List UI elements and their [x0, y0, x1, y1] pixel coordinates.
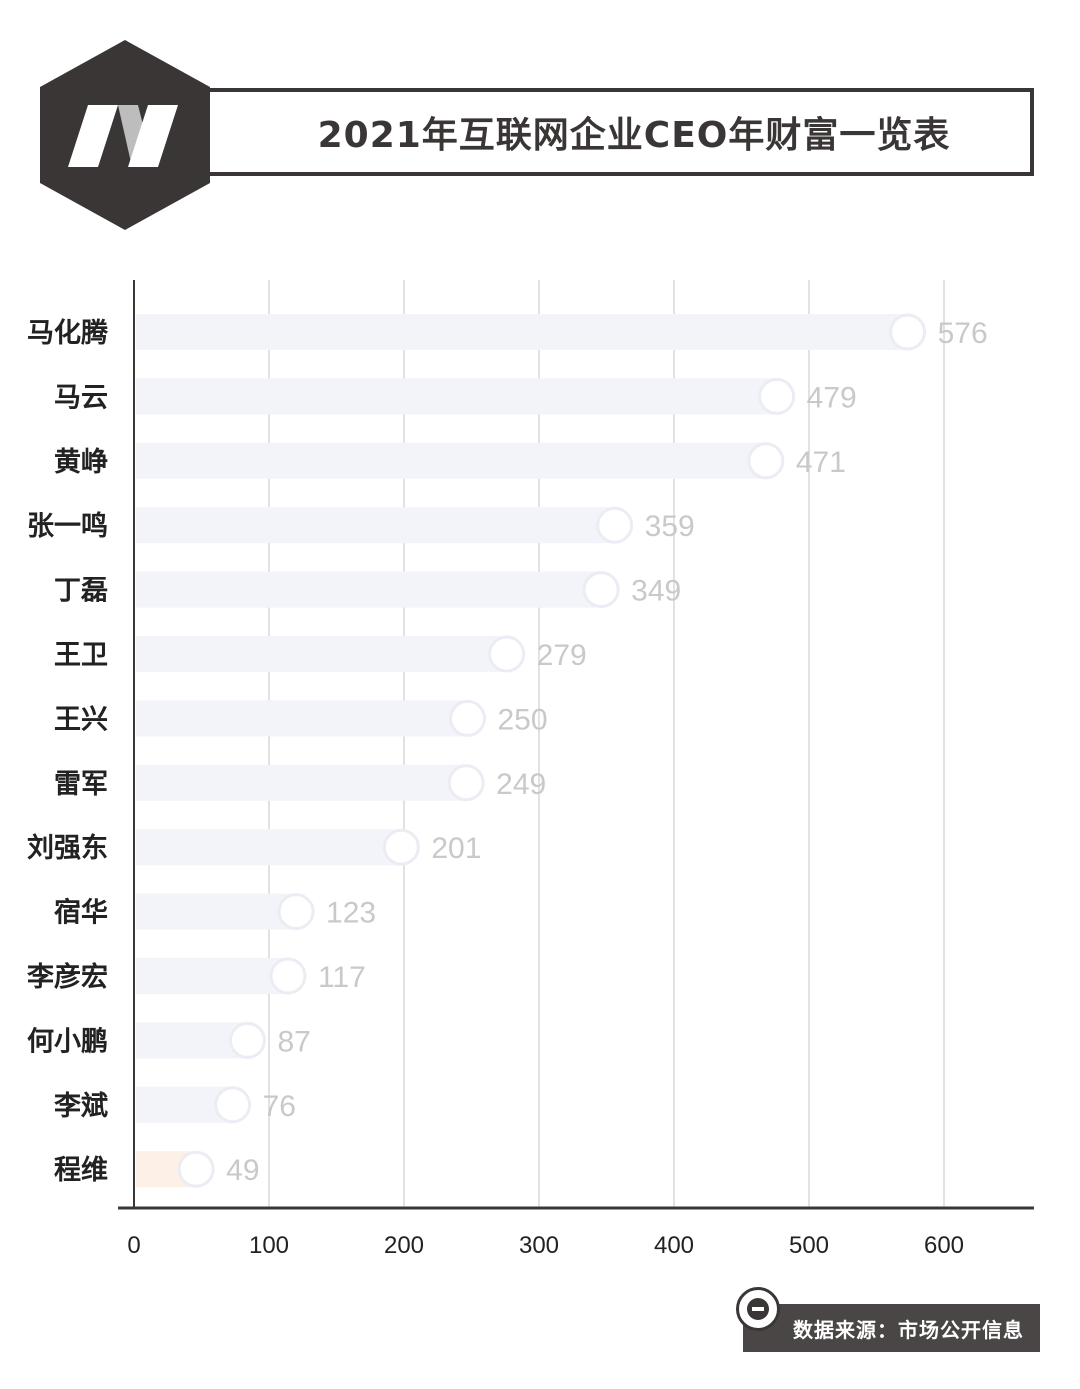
data-label: 349: [631, 575, 681, 608]
bar: [136, 764, 471, 801]
category-label: 张一鸣: [27, 511, 108, 542]
bar: [136, 507, 619, 544]
bar: [136, 636, 511, 672]
bar-end-marker: [382, 828, 420, 866]
bar: [136, 442, 770, 479]
x-tick-label: 400: [654, 1232, 694, 1259]
bar-end-marker: [177, 1150, 215, 1188]
logo-mark-right: [128, 105, 178, 167]
data-label: 123: [326, 897, 376, 930]
x-tick-label: 500: [789, 1232, 829, 1259]
data-label: 76: [263, 1090, 296, 1123]
x-tick-label: 600: [924, 1232, 964, 1259]
header: 2021年互联网企业CEO年财富一览表: [0, 0, 1080, 240]
grid-layer: [268, 280, 945, 1208]
bar-end-marker: [596, 506, 634, 544]
source-text: 数据来源：市场公开信息: [793, 1317, 1024, 1342]
category-label: 黄峥: [54, 447, 108, 478]
logo-icon: [40, 40, 210, 230]
bar: [136, 958, 292, 994]
bar: [136, 829, 406, 866]
category-label: 何小鹏: [27, 1026, 108, 1057]
logo-mark-left: [68, 105, 118, 167]
data-label: 49: [226, 1154, 259, 1187]
data-label: 117: [318, 961, 366, 994]
minus-circle-icon: [736, 1287, 780, 1331]
bar-end-marker: [488, 635, 526, 673]
page-title: 2021年互联网企业CEO年财富一览表: [317, 115, 951, 156]
category-label: 程维: [54, 1155, 108, 1186]
category-label: 雷军: [54, 769, 108, 800]
bar: [136, 314, 912, 350]
x-tick-label: 200: [384, 1232, 424, 1259]
bar-end-marker: [269, 957, 307, 995]
category-label: 李斌: [53, 1091, 108, 1122]
bar: [136, 700, 472, 737]
bar: [136, 893, 301, 930]
title-box: 2021年互联网企业CEO年财富一览表: [198, 88, 1034, 176]
minus-circle-icon-inner: [747, 1298, 769, 1320]
bar-end-marker: [758, 377, 796, 415]
axis-layer: 0 100 200 300 400 500 600: [118, 280, 1034, 1259]
data-label: 249: [496, 768, 546, 801]
x-tick-label: 0: [127, 1232, 140, 1259]
source-badge: 数据来源：市场公开信息: [743, 1304, 1040, 1352]
data-label: 87: [277, 1025, 310, 1058]
data-label: 279: [537, 639, 587, 672]
bar-end-marker: [447, 764, 485, 802]
x-tick-label: 100: [249, 1232, 289, 1259]
category-label: 宿华: [54, 897, 108, 929]
bar-end-marker: [277, 893, 315, 931]
category-label: 王兴: [54, 704, 108, 735]
bar-end-marker: [747, 442, 785, 480]
data-label: 576: [938, 317, 988, 350]
bar: [136, 571, 606, 608]
data-label: 359: [645, 510, 695, 543]
x-tick-label: 300: [519, 1232, 559, 1259]
data-label: 471: [796, 446, 846, 479]
category-label: 李彦宏: [26, 961, 108, 993]
data-label: 250: [498, 703, 548, 736]
category-label: 丁磊: [54, 576, 108, 607]
bar-chart: 576 马化腾 479 马云 471 黄峥 359 张一鸣 349 丁磊 279 王卫 250 王兴 249…: [26, 280, 1034, 1259]
category-label: 马云: [54, 382, 108, 413]
category-label: 刘强东: [27, 832, 108, 864]
category-label: 王卫: [54, 640, 108, 671]
data-label: 479: [807, 381, 857, 414]
bar-end-marker: [214, 1086, 252, 1124]
bar-end-marker: [582, 571, 620, 609]
bar-end-marker: [889, 313, 927, 351]
bar-end-marker: [228, 1021, 266, 1059]
data-label: 201: [431, 832, 481, 865]
bar: [136, 378, 781, 415]
bars-layer: 576 马化腾 479 马云 471 黄峥 359 张一鸣 349 丁磊 279 王卫 250 王兴 249…: [26, 313, 988, 1188]
bar-end-marker: [449, 699, 486, 737]
category-label: 马化腾: [27, 318, 109, 349]
